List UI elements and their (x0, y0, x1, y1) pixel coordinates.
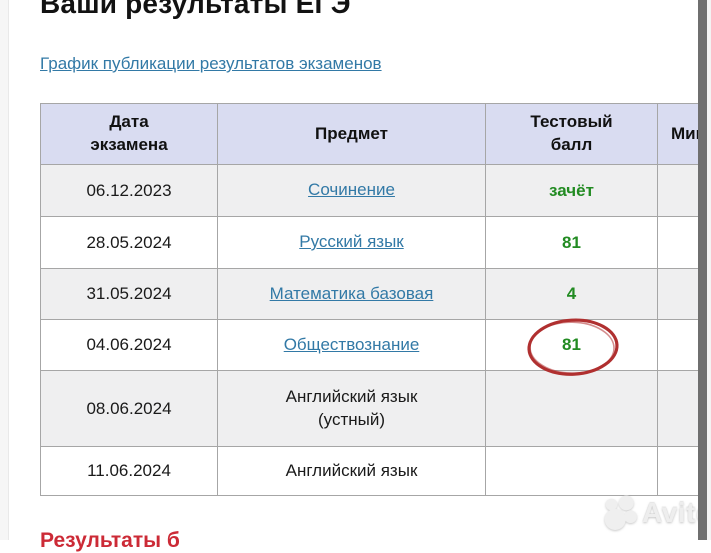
avito-logo-icon (604, 495, 637, 530)
subject-cell: Русский язык (217, 216, 486, 269)
table-row: 11.06.2024 Английский язык (40, 446, 700, 496)
subject-cell: Математика базовая (217, 268, 486, 320)
table-row: 04.06.2024 Обществознание 81 (40, 318, 700, 376)
cutoff-red-text: Результаты б (40, 529, 180, 552)
table-row: 08.06.2024 Английский язык (устный) (40, 370, 700, 447)
table-row: 28.05.2024 Русский язык 81 (40, 216, 700, 269)
exam-date: 31.05.2024 (40, 268, 218, 320)
right-edge-bar (698, 0, 707, 540)
exam-date: 06.12.2023 (40, 164, 218, 217)
score-value: 81 (562, 335, 581, 354)
min-score-cell (657, 319, 700, 371)
min-score-cell (657, 370, 700, 447)
page-title: Ваши результаты ЕГЭ (40, 0, 351, 19)
col-header-exam-date: Дата экзамена (40, 103, 218, 165)
subject-cell: Английский язык (217, 446, 486, 496)
col-header-min-score-cutoff: Мин (657, 103, 700, 165)
results-table: Дата экзамена Предмет Тестовый балл Мин … (40, 103, 700, 496)
subject-link[interactable]: Математика базовая (269, 283, 434, 303)
subject-link[interactable]: Обществознание (283, 334, 420, 354)
exam-date: 28.05.2024 (40, 216, 218, 269)
left-edge-strip (0, 0, 9, 540)
subject-cell: Сочинение (217, 164, 486, 217)
score-value (485, 370, 658, 447)
right-edge-sliver (707, 0, 711, 540)
col-header-subject: Предмет (217, 103, 486, 165)
min-score-cell (657, 164, 700, 217)
exam-date: 04.06.2024 (40, 319, 218, 371)
subject-link[interactable]: Сочинение (308, 180, 395, 200)
min-score-cell (657, 268, 700, 320)
min-score-cell (657, 216, 700, 269)
score-value: 4 (485, 268, 658, 320)
score-value: зачёт (485, 164, 658, 217)
avito-watermark: Avito (603, 495, 711, 531)
exam-results-schedule-link[interactable]: График публикации результатов экзаменов (40, 54, 382, 73)
table-header-row: Дата экзамена Предмет Тестовый балл Мин (40, 103, 700, 165)
subject-cell: Обществознание (217, 319, 486, 371)
score-value (485, 446, 658, 496)
score-value: 81 (485, 216, 658, 269)
table-row: 06.12.2023 Сочинение зачёт (40, 164, 700, 217)
exam-date: 08.06.2024 (40, 370, 218, 447)
min-score-cell (657, 446, 700, 496)
table-row: 31.05.2024 Математика базовая 4 (40, 268, 700, 320)
exam-date: 11.06.2024 (40, 446, 218, 496)
subject-cell: Английский язык (устный) (217, 370, 486, 447)
score-value-circled: 81 (485, 318, 658, 376)
col-header-test-score: Тестовый балл (485, 103, 658, 165)
subject-link[interactable]: Русский язык (299, 232, 404, 252)
results-table-container: Дата экзамена Предмет Тестовый балл Мин … (40, 103, 700, 496)
